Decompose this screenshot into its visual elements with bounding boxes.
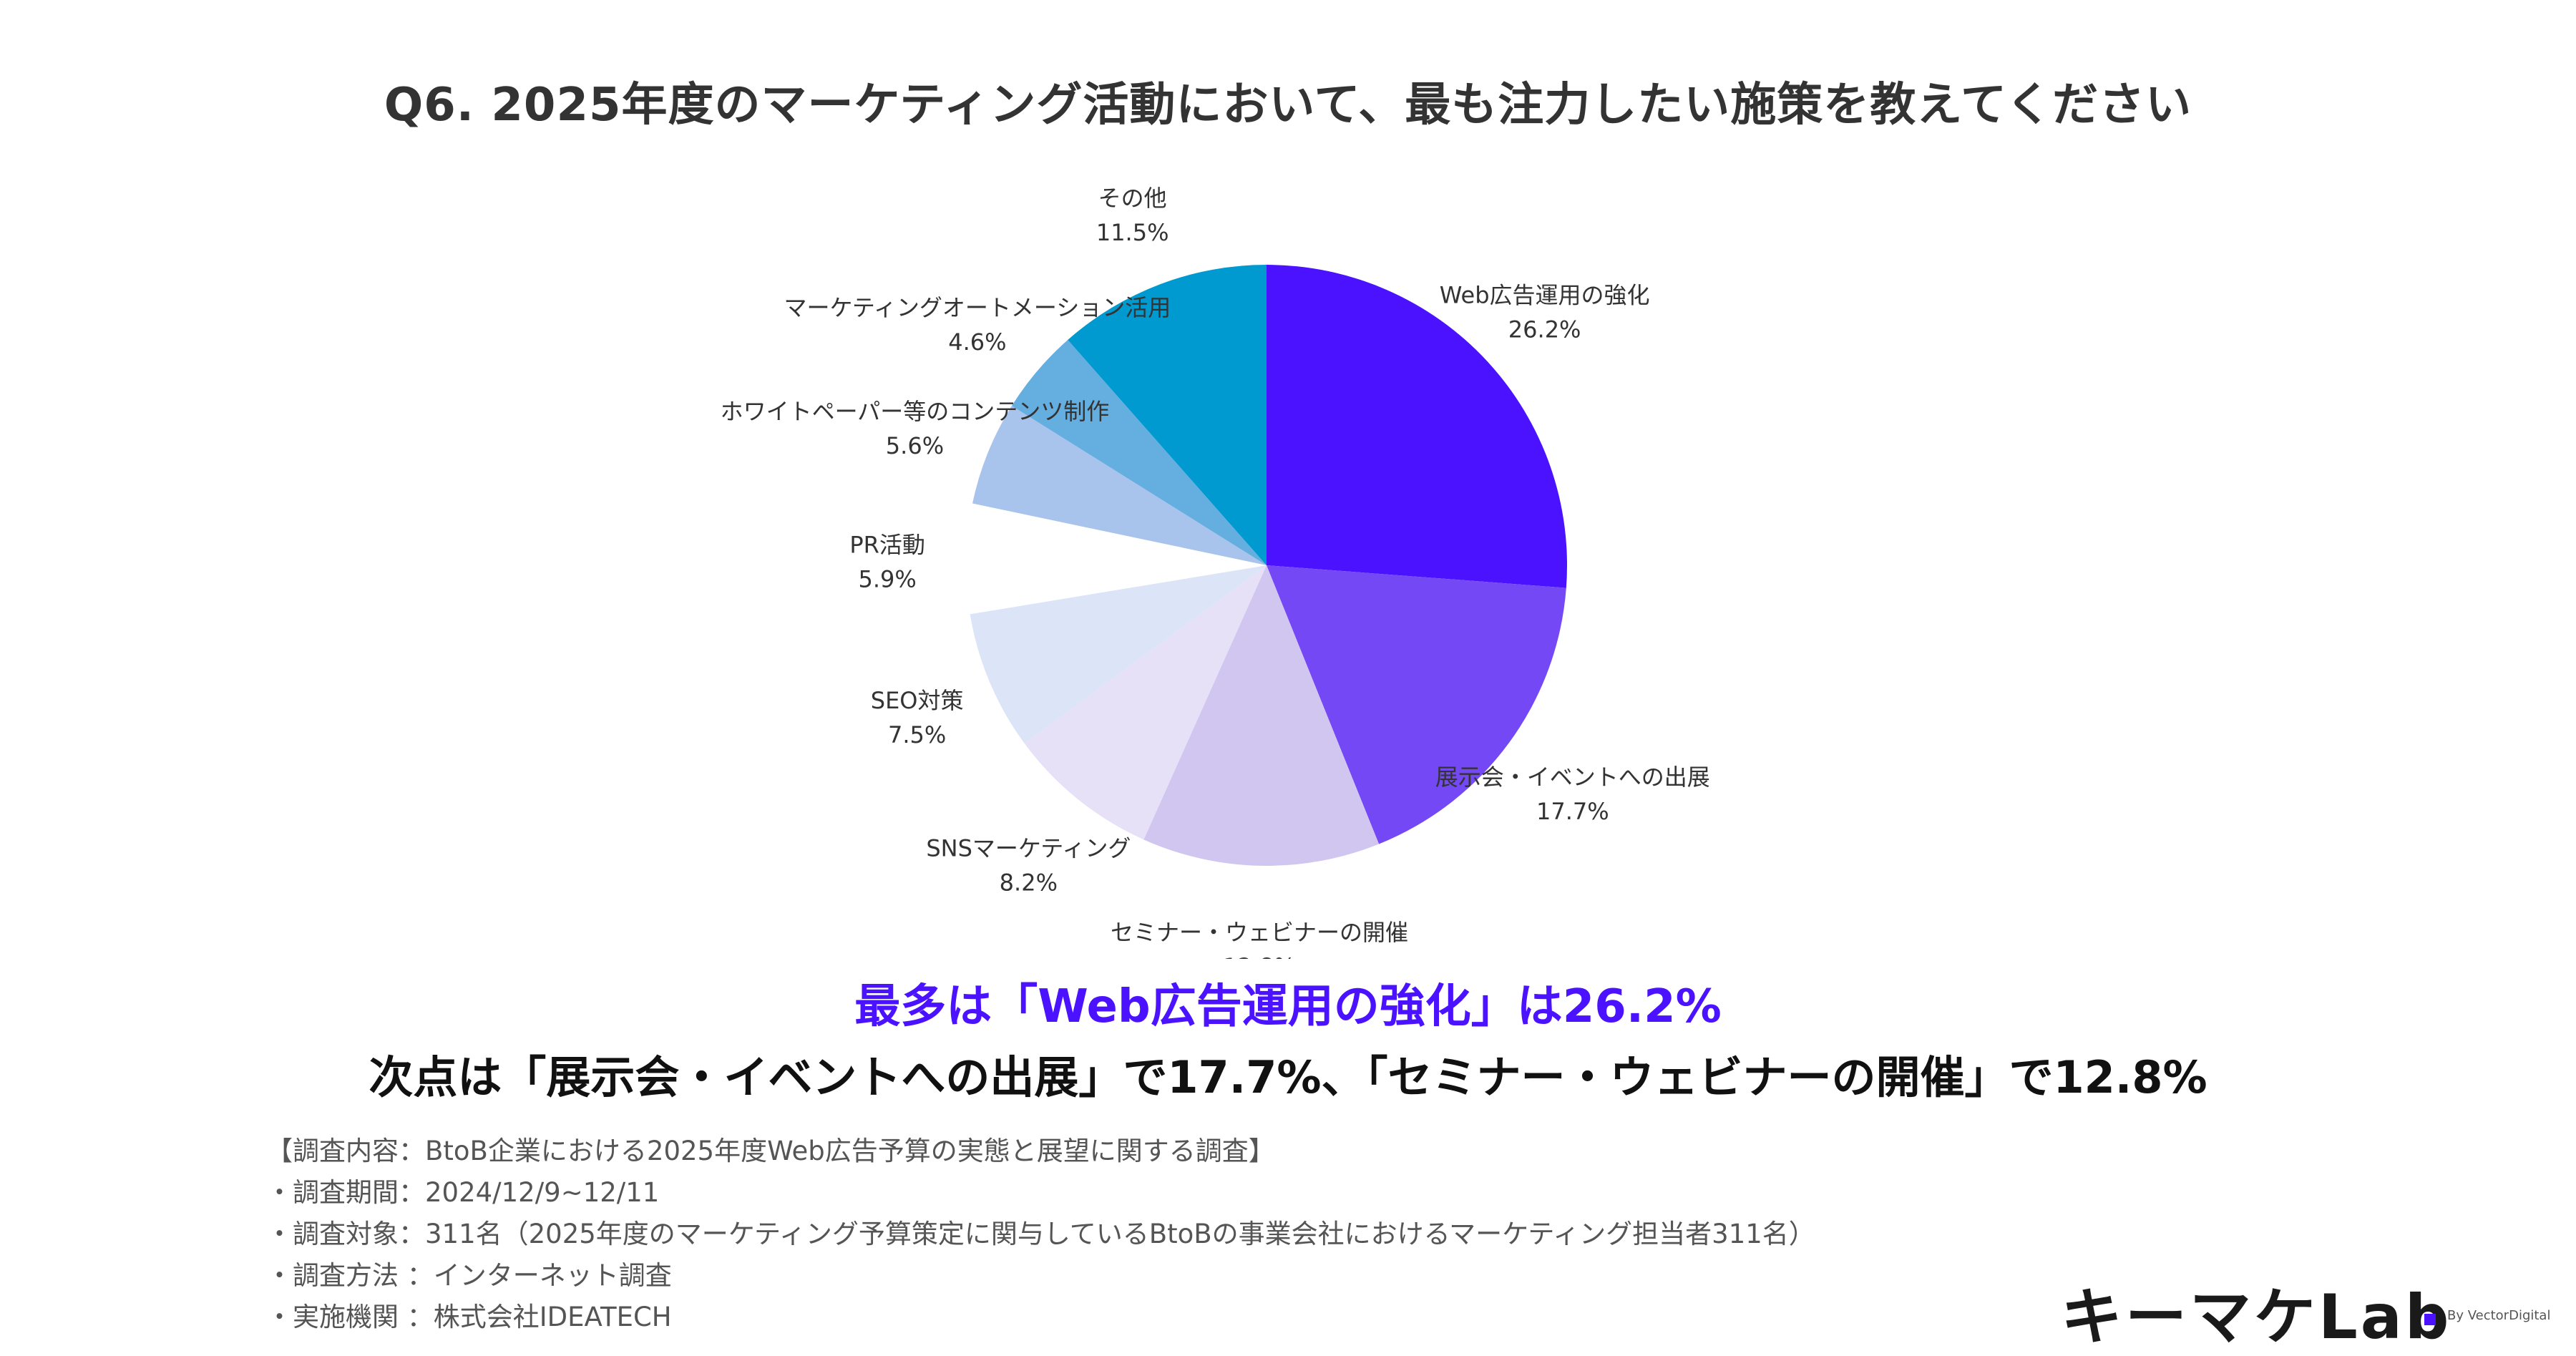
slice-label-5: PR活動 [849,531,925,558]
slice-label-8: その他 [1098,185,1167,212]
slice-value-2: 12.8% [1223,953,1296,959]
headline-main: 最多は「Web広告運用の強化」は26.2% [854,980,1722,1033]
slice-value-1: 17.7% [1536,798,1609,825]
slice-value-7: 4.6% [948,328,1006,356]
slice-label-1: 展示会・イベントへの出展 [1435,764,1710,791]
slice-label-2: セミナー・ウェビナーの開催 [1111,919,1408,946]
slice-value-0: 26.2% [1508,316,1581,343]
logo-dot-icon [2424,1314,2436,1325]
headline-secondary: 次点は「展示会・イベントへの出展」で17.7%、「セミナー・ウェビナーの開催」で… [369,1051,2207,1103]
slice-value-3: 8.2% [1000,869,1058,897]
pie-slice-7 [1011,339,1267,565]
slice-label-3: SNSマーケティング [926,835,1131,862]
slice-value-5: 5.9% [858,565,916,592]
slice-label-0: Web広告運用の強化 [1440,282,1650,309]
logo-subtitle: By VectorDigital [2447,1308,2551,1323]
pie-slice-3 [1024,565,1267,840]
slice-value-8: 11.5% [1096,219,1169,246]
slice-label-7: マーケティングオートメーション活用 [784,294,1171,321]
pie-slice-4 [970,565,1267,743]
pie-chart: Web広告運用の強化 26.2% 展示会・イベントへの出展 17.7% セミナー・ウェビ… [721,185,1710,959]
survey-info: 【調査内容：BtoB企業における2025年度Web広告予算の実態と展望に関する調… [266,1131,1815,1338]
pie-slice-5 [966,503,1267,615]
logo-text: キーマケLab [2061,1282,2452,1353]
slice-label-4: SEO対策 [871,687,964,714]
pie-slice-8 [1068,265,1267,565]
pie-slice-6 [972,406,1267,565]
slice-value-4: 7.5% [888,721,946,748]
slice-label-6: ホワイトペーパー等のコンテンツ制作 [721,398,1110,425]
survey-line-target: ・調査対象：311名（2025年度のマーケティング予算策定に関与しているBtoB… [266,1219,1815,1249]
survey-line-content: 【調査内容：BtoB企業における2025年度Web広告予算の実態と展望に関する調… [266,1136,1275,1166]
survey-line-method: ・調査方法 ：インターネット調査 [266,1260,672,1291]
pie-slice-2 [1143,565,1380,866]
chart-title: Q6. 2025年度のマーケティング活動において、最も注力したい施策を教えてくだ… [384,79,2192,132]
survey-line-organization: ・実施機関 ：株式会社IDEATECH [266,1302,672,1332]
survey-line-period: ・調査期間：2024/12/9~12/11 [266,1177,660,1208]
brand-logo: キーマケLab By VectorDigital [2061,1267,2562,1353]
slice-value-6: 5.6% [886,432,944,459]
pie-slice-1 [1267,565,1566,844]
pie-slice-0 [1267,265,1567,588]
